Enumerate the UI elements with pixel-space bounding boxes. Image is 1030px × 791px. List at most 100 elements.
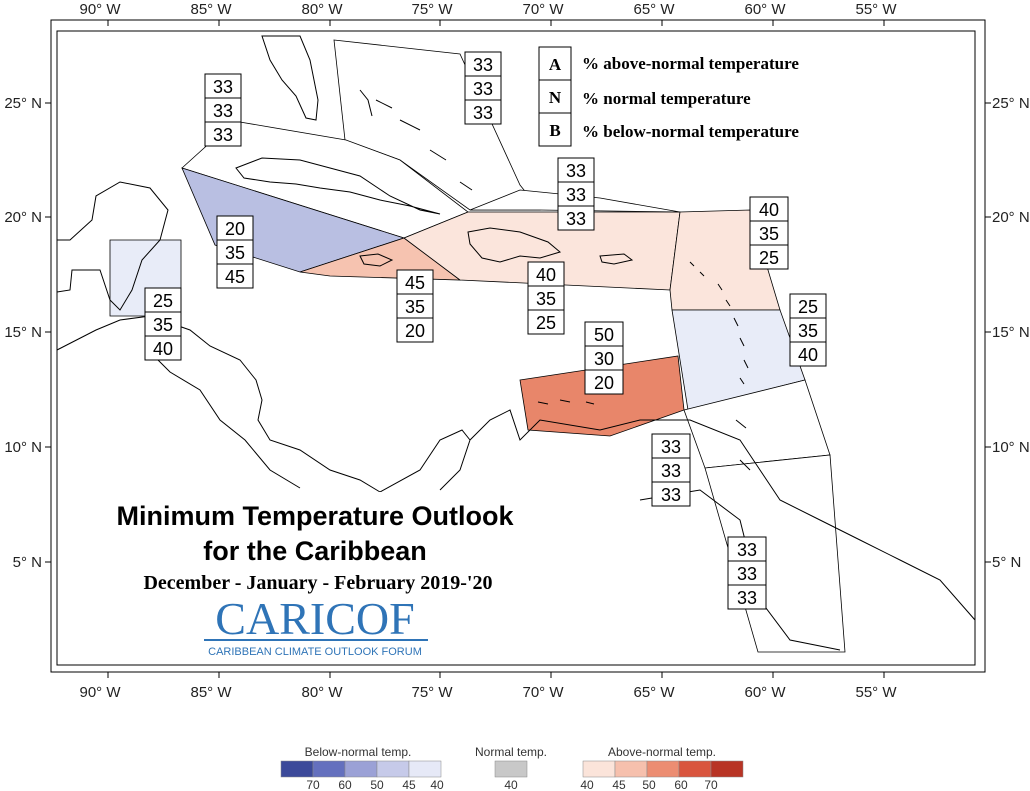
land-mexico <box>56 181 169 311</box>
value-below: 20 <box>594 373 614 393</box>
value-above: 50 <box>594 325 614 345</box>
value-normal: 30 <box>594 349 614 369</box>
value-box-guianas: 33 33 33 <box>727 536 767 610</box>
colorbar-above-label: 40 <box>580 778 594 791</box>
region-abc <box>519 355 685 437</box>
colorbar-below-swatch <box>344 760 378 778</box>
title-block: Minimum Temperature Outlook for the Cari… <box>60 492 525 662</box>
value-below: 40 <box>153 339 173 359</box>
value-normal: 33 <box>661 461 681 481</box>
lat-tick-left: 5° N <box>13 554 42 571</box>
map-title-line2: for the Caribbean <box>203 536 427 566</box>
value-below: 25 <box>536 313 556 333</box>
land-central-america <box>56 315 381 493</box>
value-normal: 33 <box>737 564 757 584</box>
colorbar-above-swatch <box>710 760 744 778</box>
colorbar-legend: Below-normal temp. 70 60 50 45 40 Normal… <box>280 745 744 791</box>
value-box-trinidad: 33 33 33 <box>651 433 691 507</box>
value-below: 33 <box>737 588 757 608</box>
value-box-turks-caicos: 33 33 33 <box>557 157 595 231</box>
colorbar-below-swatch <box>408 760 442 778</box>
lon-tick-top: 90° W <box>79 1 121 18</box>
key-letter: B <box>549 121 560 140</box>
lon-tick-bottom: 80° W <box>301 684 343 701</box>
value-below: 20 <box>405 321 425 341</box>
colorbar-below-swatch <box>280 760 314 778</box>
colorbar-below-title: Below-normal temp. <box>305 745 412 759</box>
value-above: 33 <box>661 437 681 457</box>
lat-tick-left: 25° N <box>4 95 42 112</box>
lat-tick-right: 25° N <box>992 95 1030 112</box>
lon-tick-bottom: 85° W <box>190 684 232 701</box>
value-above: 33 <box>473 55 493 75</box>
value-below: 25 <box>759 248 779 268</box>
value-box-belize: 25 35 40 <box>144 287 182 361</box>
value-box-hispaniola: 40 35 25 <box>527 261 565 335</box>
value-below: 40 <box>798 345 818 365</box>
colorbar-normal-swatch <box>494 760 528 778</box>
value-normal: 33 <box>566 185 586 205</box>
lon-tick-top: 80° W <box>301 1 343 18</box>
colorbar-above-label: 45 <box>612 778 626 791</box>
land-abc-islands <box>537 399 595 405</box>
key-letter: N <box>549 88 562 107</box>
value-above: 33 <box>737 540 757 560</box>
value-normal: 33 <box>473 79 493 99</box>
value-normal: 33 <box>213 101 233 121</box>
colorbar-above-label: 50 <box>642 778 656 791</box>
lon-tick-bottom: 55° W <box>855 684 897 701</box>
value-above: 25 <box>153 291 173 311</box>
colorbar-above-title: Above-normal temp. <box>608 745 716 759</box>
colorbar-above-label: 60 <box>674 778 688 791</box>
caricof-logo-subtitle: CARIBBEAN CLIMATE OUTLOOK FORUM <box>208 646 422 658</box>
value-below: 33 <box>473 103 493 123</box>
lon-tick-top: 60° W <box>744 1 786 18</box>
lon-tick-top: 75° W <box>411 1 453 18</box>
lon-tick-bottom: 90° W <box>79 684 121 701</box>
value-above: 33 <box>566 161 586 181</box>
value-above: 33 <box>213 77 233 97</box>
colorbar-above-label: 70 <box>704 778 718 791</box>
value-box-bahamas: 33 33 33 <box>464 51 502 125</box>
key-description: % below-normal temperature <box>582 122 799 141</box>
value-normal: 35 <box>798 321 818 341</box>
map-title: Minimum Temperature Outlook <box>116 501 514 531</box>
lat-tick-right: 20° N <box>992 209 1030 226</box>
caricof-logo: CARICOF <box>215 593 414 644</box>
abn-key: A N B % above-normal temperature % norma… <box>538 46 799 147</box>
colorbar-below-swatch <box>312 760 346 778</box>
colorbar-above-swatch <box>614 760 648 778</box>
value-box-cayman: 20 35 45 <box>216 215 254 289</box>
value-box-jamaica: 45 35 20 <box>396 269 434 343</box>
value-normal: 35 <box>536 289 556 309</box>
value-above: 25 <box>798 297 818 317</box>
value-normal: 35 <box>405 297 425 317</box>
land-bahamas <box>359 89 473 191</box>
colorbar-normal-title: Normal temp. <box>475 745 547 759</box>
value-below: 33 <box>661 485 681 505</box>
colorbar-above-swatch <box>582 760 616 778</box>
value-above: 40 <box>759 200 779 220</box>
lat-tick-left: 15° N <box>4 324 42 341</box>
value-box-abc: 50 30 20 <box>584 321 624 395</box>
value-box-leeward: 40 35 25 <box>749 196 789 270</box>
value-above: 40 <box>536 265 556 285</box>
colorbar-above-swatch <box>678 760 712 778</box>
lon-tick-bottom: 70° W <box>522 684 564 701</box>
land-cuba <box>235 157 441 215</box>
value-boxes: 33 33 33 33 33 33 20 35 45 25 35 40 45 <box>144 51 827 610</box>
lon-tick-bottom: 60° W <box>744 684 786 701</box>
lon-tick-bottom: 65° W <box>633 684 675 701</box>
land-antilles <box>689 261 751 471</box>
colorbar-below-label: 60 <box>338 778 352 791</box>
land-puerto-rico <box>599 253 634 265</box>
colorbar-below-label: 45 <box>402 778 416 791</box>
lon-tick-top: 55° W <box>855 1 897 18</box>
value-below: 45 <box>225 267 245 287</box>
value-above: 45 <box>405 273 425 293</box>
lon-tick-top: 70° W <box>522 1 564 18</box>
value-above: 20 <box>225 219 245 239</box>
colorbar-below-label: 40 <box>430 778 444 791</box>
colorbar-below-label: 70 <box>306 778 320 791</box>
